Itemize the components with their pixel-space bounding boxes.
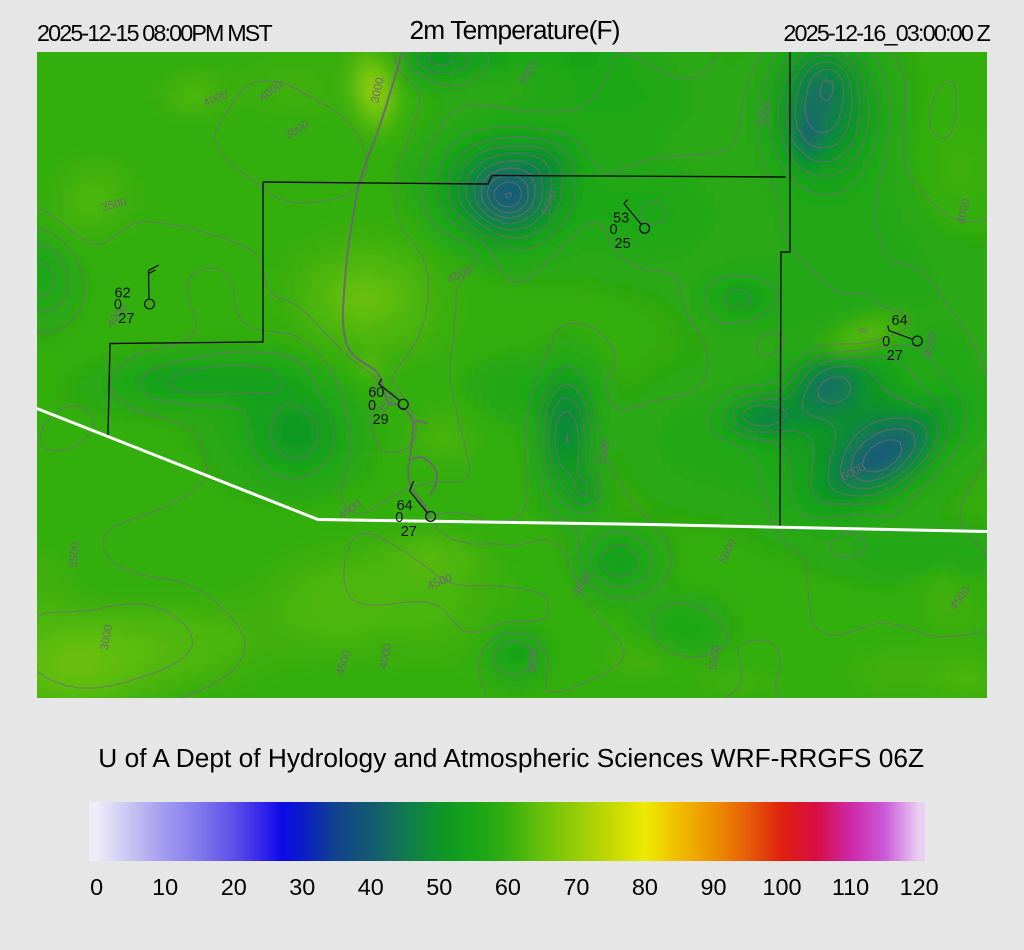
svg-text:0: 0	[395, 510, 403, 526]
svg-text:4500: 4500	[923, 331, 940, 359]
svg-text:27: 27	[887, 348, 903, 364]
svg-text:3000: 3000	[369, 77, 386, 105]
svg-text:62: 62	[115, 285, 131, 301]
svg-text:0: 0	[368, 398, 376, 414]
svg-text:3500: 3500	[68, 542, 82, 568]
svg-text:29: 29	[373, 412, 389, 428]
svg-text:0: 0	[610, 222, 618, 238]
svg-text:27: 27	[401, 524, 417, 540]
svg-text:25: 25	[615, 236, 631, 252]
svg-text:64: 64	[892, 313, 908, 329]
svg-text:5500: 5500	[707, 644, 722, 671]
svg-text:64: 64	[397, 498, 413, 514]
svg-text:0: 0	[882, 334, 890, 350]
svg-text:5000: 5000	[527, 646, 542, 673]
svg-text:4000: 4000	[956, 198, 973, 226]
svg-text:53: 53	[613, 210, 629, 226]
svg-text:5500: 5500	[596, 439, 613, 467]
svg-text:0: 0	[114, 297, 122, 313]
svg-text:3000: 3000	[99, 624, 115, 651]
svg-text:60: 60	[368, 385, 384, 401]
svg-text:4000: 4000	[378, 643, 395, 671]
svg-text:27: 27	[118, 311, 134, 327]
